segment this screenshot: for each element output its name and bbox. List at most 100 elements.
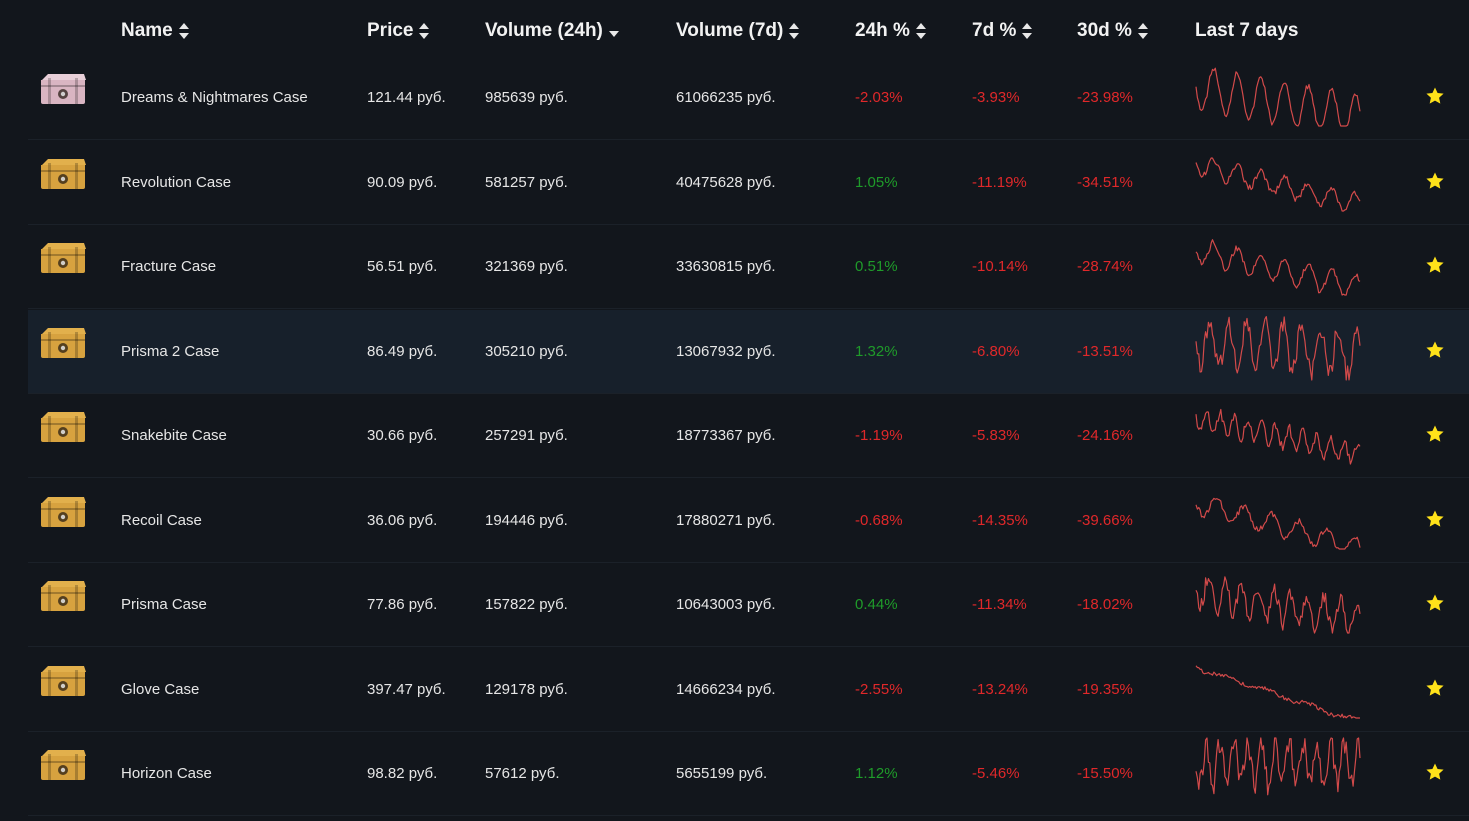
change-24h: 1.05% [855,173,898,191]
favorite-star-icon[interactable] [1425,678,1445,698]
change-7d: -5.46% [972,765,1020,782]
sort-by-change-30d[interactable]: 30d % [1077,20,1149,42]
table-row[interactable]: Snakebite Case 30.66 руб. 257291 руб. 18… [28,394,1469,478]
favorite-star-icon[interactable] [1425,171,1445,191]
table-row[interactable]: Horizon Case 98.82 руб. 57612 руб. 56551… [28,732,1469,816]
sort-by-price[interactable]: Price [367,20,430,42]
change-7d: -11.34% [972,596,1027,613]
favorite-star-icon[interactable] [1425,509,1445,529]
table-row[interactable]: Prisma 2 Case 86.49 руб. 305210 руб. 130… [28,309,1469,394]
sort-by-name[interactable]: Name [121,20,190,42]
price: 36.06 руб. [367,511,438,529]
sparkline-last-7-days [1195,156,1361,212]
table-row[interactable]: Glove Case 397.47 руб. 129178 руб. 14666… [28,647,1469,732]
price: 98.82 руб. [367,765,438,782]
price: 77.86 руб. [367,596,438,613]
price: 90.09 руб. [367,173,438,191]
sort-by-volume-24h[interactable]: Volume (24h) [485,20,620,42]
case-name[interactable]: Prisma 2 Case [121,342,220,360]
case-icon-gold [41,412,86,442]
favorite-star-icon[interactable] [1425,86,1445,106]
change-7d: -13.24% [972,680,1028,698]
table-row[interactable]: Recoil Case 36.06 руб. 194446 руб. 17880… [28,478,1469,563]
volume-7d: 61066235 руб. [676,89,776,106]
favorite-star-icon[interactable] [1425,593,1445,613]
change-24h: 0.51% [855,258,898,275]
sparkline-last-7-days [1195,576,1361,634]
volume-24h: 985639 руб. [485,89,568,106]
price: 397.47 руб. [367,680,446,698]
change-7d: -5.83% [972,427,1020,444]
header-volume-7d-label: Volume (7d) [676,20,784,41]
change-24h: -0.68% [855,511,903,529]
sort-by-change-24h[interactable]: 24h % [855,20,927,42]
change-30d: -23.98% [1077,89,1133,106]
header-change-30d-label: 30d % [1077,20,1132,41]
case-name[interactable]: Revolution Case [121,173,232,191]
volume-7d: 13067932 руб. [676,342,776,360]
sort-icon [419,23,430,39]
change-30d: -18.02% [1077,596,1133,613]
volume-24h: 581257 руб. [485,173,568,191]
table-row[interactable]: Dreams & Nightmares Case 121.44 руб. 985… [28,56,1469,140]
volume-24h: 157822 руб. [485,596,568,613]
change-24h: 1.12% [855,765,898,782]
sparkline-last-7-days [1195,664,1360,719]
sparkline-last-7-days [1195,408,1361,465]
header-last-7-days: Last 7 days [1195,20,1299,42]
sort-by-change-7d[interactable]: 7d % [972,20,1033,42]
table-row[interactable]: Fracture Case 56.51 руб. 321369 руб. 336… [28,225,1469,309]
volume-7d: 5655199 руб. [676,765,768,782]
sort-icon [915,23,927,39]
change-24h: -2.55% [855,680,903,698]
sort-by-volume-7d[interactable]: Volume (7d) [676,20,800,42]
volume-7d: 14666234 руб. [676,680,776,698]
volume-7d: 18773367 руб. [676,427,776,444]
header-name-label: Name [121,20,173,41]
favorite-star-icon[interactable] [1425,255,1445,275]
change-24h: 1.32% [855,342,898,360]
change-30d: -13.51% [1077,342,1133,360]
change-7d: -11.19% [972,173,1027,191]
case-name[interactable]: Recoil Case [121,511,202,529]
favorite-star-icon[interactable] [1425,762,1445,782]
case-name[interactable]: Dreams & Nightmares Case [121,89,308,106]
sparkline-last-7-days [1195,497,1361,550]
case-icon-gold [41,665,86,696]
case-icon-gold [41,327,86,358]
change-24h: -1.19% [855,427,903,444]
change-30d: -24.16% [1077,427,1133,444]
change-7d: -3.93% [972,89,1020,106]
favorite-star-icon[interactable] [1425,424,1445,444]
change-30d: -39.66% [1077,511,1133,529]
volume-7d: 40475628 руб. [676,173,776,191]
sort-icon [1022,23,1033,39]
sort-icon [789,23,800,39]
sparkline-last-7-days [1195,239,1361,296]
price: 121.44 руб. [367,89,446,106]
change-30d: -15.50% [1077,765,1133,782]
case-icon-gold [41,750,86,780]
case-icon-gold [41,581,86,611]
volume-7d: 10643003 руб. [676,596,776,613]
sparkline-last-7-days [1195,67,1361,127]
case-name[interactable]: Snakebite Case [121,427,227,444]
sort-icon [178,23,190,39]
sort-icon [1137,23,1149,39]
sparkline-last-7-days [1195,737,1361,796]
table-row[interactable]: Prisma Case 77.86 руб. 157822 руб. 10643… [28,563,1469,647]
case-name[interactable]: Glove Case [121,680,200,698]
case-name[interactable]: Horizon Case [121,765,212,782]
volume-24h: 257291 руб. [485,427,568,444]
table-row[interactable]: Revolution Case 90.09 руб. 581257 руб. 4… [28,140,1469,225]
favorite-star-icon[interactable] [1425,340,1445,360]
change-7d: -10.14% [972,258,1028,275]
case-icon-gold [41,158,86,189]
change-7d: -14.35% [972,511,1028,529]
header-change-7d-label: 7d % [972,20,1017,41]
case-name[interactable]: Fracture Case [121,258,217,275]
volume-24h: 129178 руб. [485,680,568,698]
case-name[interactable]: Prisma Case [121,596,207,613]
case-icon-gold [41,243,86,273]
